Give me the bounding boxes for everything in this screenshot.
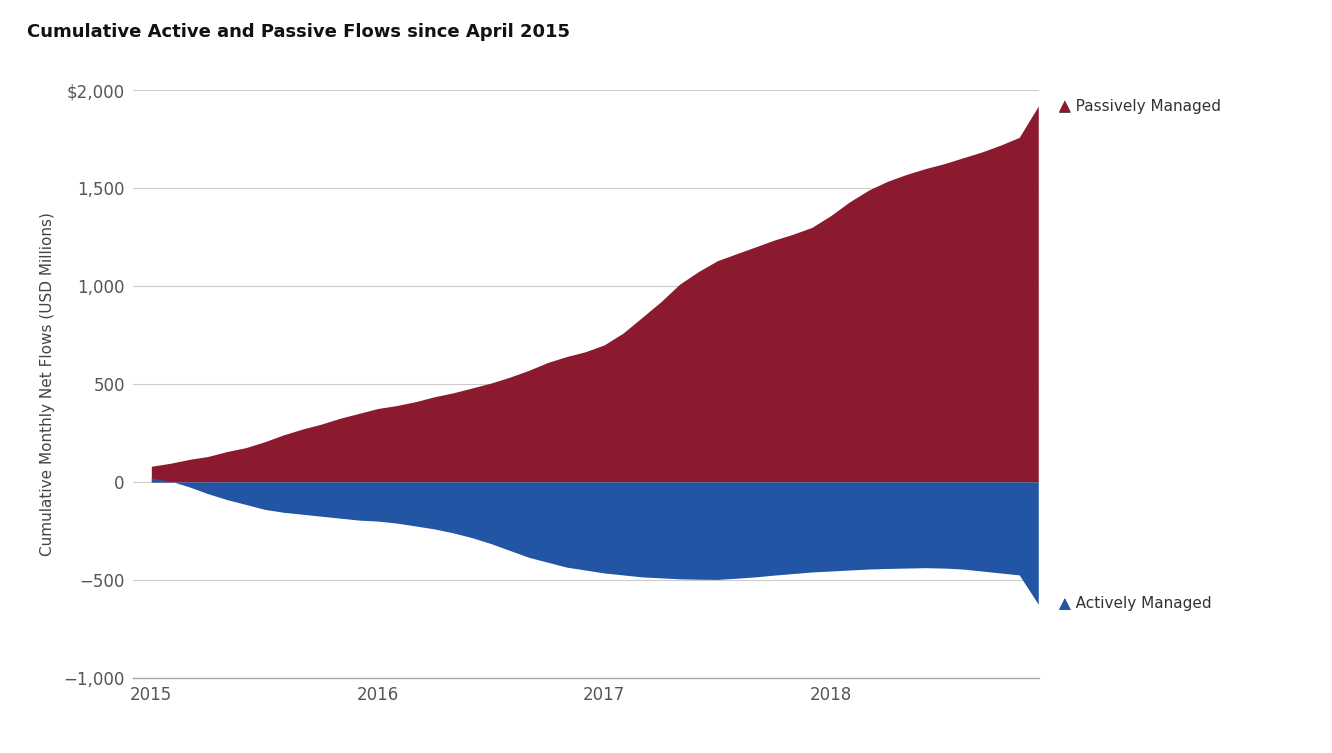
- Text: ▲: ▲: [1059, 99, 1071, 114]
- Text: Cumulative Active and Passive Flows since April 2015: Cumulative Active and Passive Flows sinc…: [27, 23, 570, 41]
- Y-axis label: Cumulative Monthly Net Flows (USD Millions): Cumulative Monthly Net Flows (USD Millio…: [40, 212, 55, 556]
- Text: ▲ Actively Managed: ▲ Actively Managed: [1059, 596, 1212, 611]
- Text: ▲ Passively Managed: ▲ Passively Managed: [1059, 99, 1221, 114]
- Text: ▲: ▲: [1059, 596, 1071, 611]
